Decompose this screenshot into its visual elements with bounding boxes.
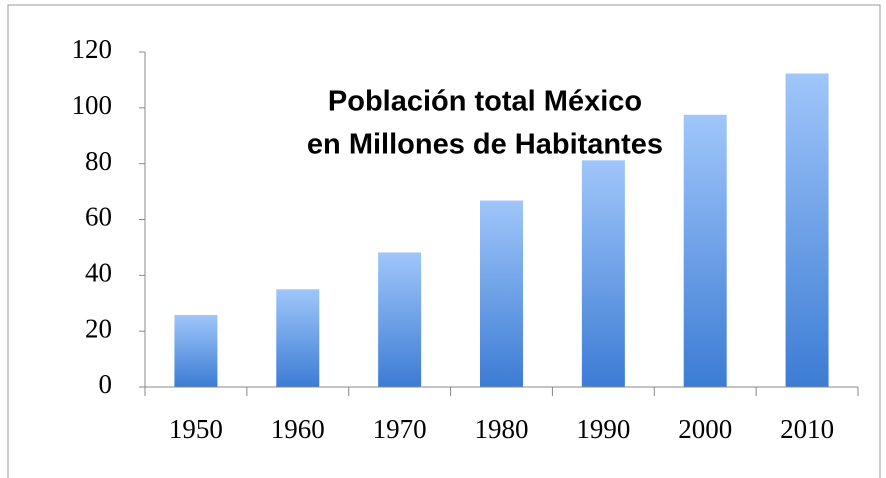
bar [785, 73, 829, 387]
y-tick-label: 80 [85, 146, 112, 176]
y-tick-label: 100 [72, 90, 113, 120]
bar [174, 314, 218, 387]
bar [276, 289, 320, 387]
x-tick-label: 1980 [475, 414, 529, 444]
chart-title: Población total México [328, 86, 642, 118]
y-tick-label: 0 [99, 369, 113, 399]
y-tick-label: 120 [72, 34, 113, 64]
bar [683, 114, 727, 387]
x-tick-label: 2010 [780, 414, 834, 444]
bar [480, 200, 523, 387]
x-tick-label: 1960 [271, 414, 325, 444]
y-tick-label: 60 [85, 202, 112, 232]
y-tick-label: 40 [85, 258, 112, 288]
chart-frame [7, 4, 881, 478]
x-tick-label: 1990 [576, 414, 630, 444]
y-tick-label: 20 [85, 313, 112, 343]
chart-title: en Millones de Habitantes [307, 129, 663, 161]
x-tick-label: 1950 [169, 414, 223, 444]
bar [581, 160, 625, 387]
x-tick-label: 2000 [678, 414, 732, 444]
x-tick-label: 1970 [373, 414, 427, 444]
bar [378, 252, 422, 387]
